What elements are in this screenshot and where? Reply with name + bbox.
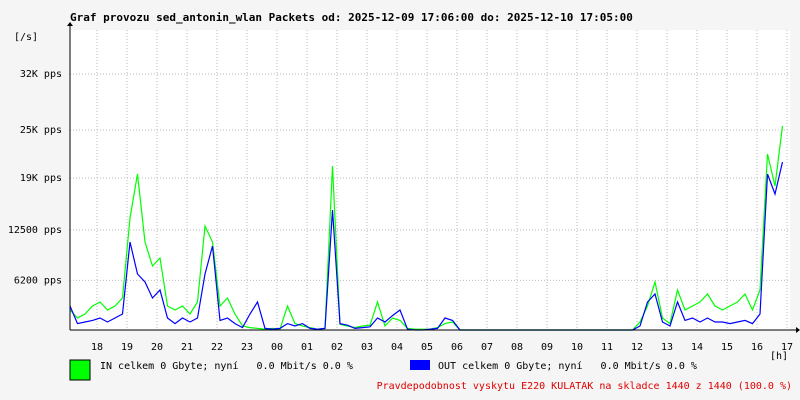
- x-axis-label: [h]: [770, 351, 788, 362]
- y-tick-label: 25K pps: [20, 125, 62, 136]
- x-tick-label: 13: [661, 342, 673, 353]
- x-tick-label: 19: [121, 342, 133, 353]
- y-tick-label: 19K pps: [20, 173, 62, 184]
- x-tick-label: 01: [301, 342, 313, 353]
- y-tick-label: 6200 pps: [14, 275, 62, 286]
- x-tick-label: 14: [691, 342, 703, 353]
- x-tick-label: 05: [421, 342, 433, 353]
- x-tick-label: 20: [151, 342, 163, 353]
- x-tick-label: 16: [751, 342, 763, 353]
- x-arrow: [796, 327, 800, 333]
- axes: [67, 22, 800, 333]
- x-tick-label: 09: [541, 342, 553, 353]
- x-tick-label: 11: [601, 342, 613, 353]
- x-tick-label: 04: [391, 342, 403, 353]
- legend-label: IN celkem 0 Gbyte; nyní 0.0 Mbit/s 0.0 %: [100, 360, 353, 372]
- x-tick-label: 06: [451, 342, 463, 353]
- chart-title: Graf provozu sed_antonin_wlan Packets od…: [70, 11, 633, 24]
- x-tick-label: 08: [511, 342, 523, 353]
- x-tick-label: 22: [211, 342, 223, 353]
- footer-note: Pravdepodobnost vyskytu E220 KULATAK na …: [377, 381, 792, 392]
- y-tick-label: 12500 pps: [8, 225, 62, 236]
- x-tick-label: 17: [781, 342, 793, 353]
- y-arrow: [67, 22, 73, 26]
- legend-swatch: [410, 360, 430, 370]
- x-tick-label: 15: [721, 342, 733, 353]
- x-tick-label: 02: [331, 342, 343, 353]
- legend-swatch: [69, 359, 91, 381]
- x-tick-label: 07: [481, 342, 493, 353]
- x-tick-label: 03: [361, 342, 373, 353]
- legend-label: OUT celkem 0 Gbyte; nyní 0.0 Mbit/s 0.0 …: [438, 360, 697, 372]
- plot-area: [70, 30, 790, 330]
- x-tick-label: 12: [631, 342, 643, 353]
- y-axis-label: [/s]: [14, 32, 38, 43]
- x-tick-label: 23: [241, 342, 253, 353]
- x-tick-label: 00: [271, 342, 283, 353]
- y-tick-label: 32K pps: [20, 69, 62, 80]
- x-tick-label: 21: [181, 342, 193, 353]
- x-tick-label: 18: [91, 342, 103, 353]
- x-tick-label: 10: [571, 342, 583, 353]
